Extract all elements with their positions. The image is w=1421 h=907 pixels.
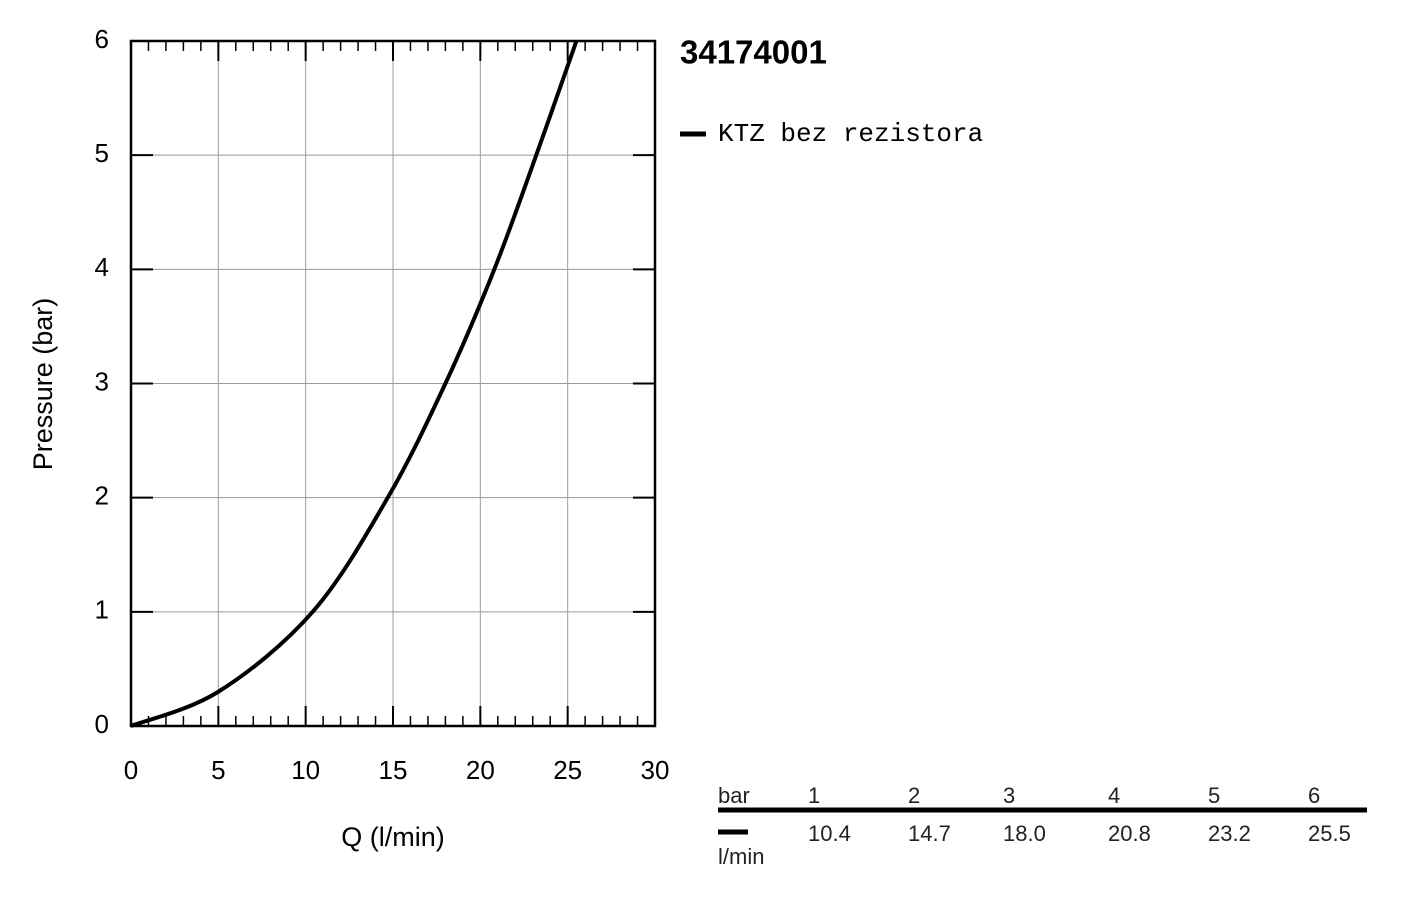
x-axis-label: Q (l/min) [341, 822, 445, 852]
table-pressure: 6 [1308, 783, 1320, 808]
table-flow: 23.2 [1208, 821, 1251, 846]
table-unit-label: l/min [718, 844, 764, 869]
curve [130, 40, 579, 728]
y-tick-label: 5 [95, 138, 109, 168]
x-tick-label: 5 [211, 755, 225, 785]
table-pressure: 1 [808, 783, 820, 808]
table-flow: 25.5 [1308, 821, 1351, 846]
x-tick-label: 0 [124, 755, 138, 785]
y-tick-label: 1 [95, 595, 109, 625]
table-pressure: 2 [908, 783, 920, 808]
x-tick-label: 20 [466, 755, 495, 785]
chart-title: 34174001 [680, 34, 827, 71]
y-tick-label: 2 [95, 481, 109, 511]
table-pressure: 3 [1003, 783, 1015, 808]
table-header-label: bar [718, 783, 750, 808]
y-tick-label: 6 [95, 24, 109, 54]
x-tick-label: 10 [291, 755, 320, 785]
y-tick-label: 4 [95, 252, 109, 282]
table-flow: 20.8 [1108, 821, 1151, 846]
plot-frame [129, 39, 657, 728]
x-tick-label: 25 [553, 755, 582, 785]
table-flow: 10.4 [808, 821, 851, 846]
x-tick-label: 15 [379, 755, 408, 785]
table-flow: 18.0 [1003, 821, 1046, 846]
table-pressure: 4 [1108, 783, 1120, 808]
y-axis-label: Pressure (bar) [28, 298, 58, 471]
table-pressure: 5 [1208, 783, 1220, 808]
table-flow: 14.7 [908, 821, 951, 846]
x-tick-label: 30 [641, 755, 670, 785]
y-tick-label: 0 [95, 709, 109, 739]
y-tick-label: 3 [95, 366, 109, 396]
legend-label: KTZ bez rezistora [718, 119, 983, 149]
